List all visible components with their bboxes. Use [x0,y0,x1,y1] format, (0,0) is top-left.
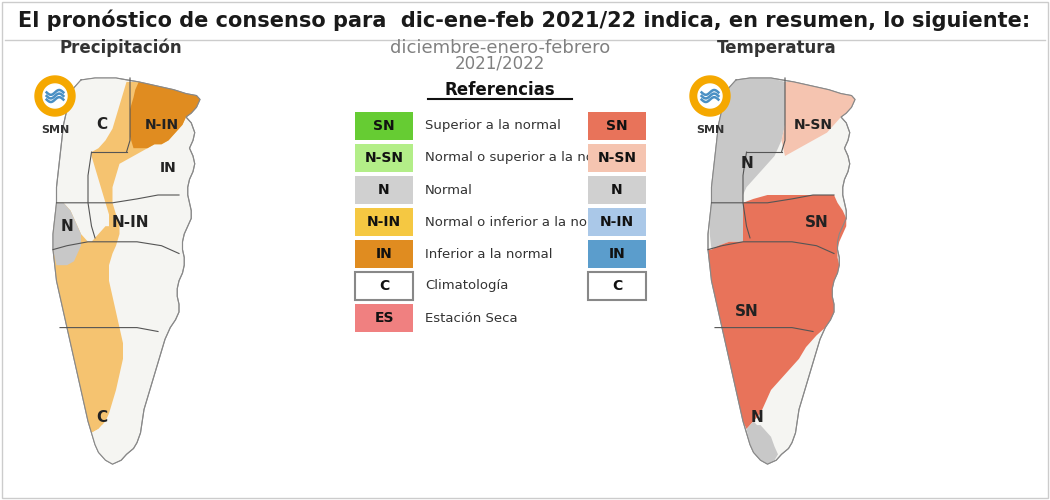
Text: Normal o superior a la normal: Normal o superior a la normal [425,152,624,164]
Polygon shape [747,421,778,464]
Bar [588,272,646,300]
Bar [588,240,646,268]
Text: Normal: Normal [425,184,472,196]
Text: Superior a la normal: Superior a la normal [425,120,561,132]
Text: IN: IN [160,160,176,174]
Text: Climatología: Climatología [425,280,508,292]
Bar [355,304,413,332]
Text: Inferior a la normal: Inferior a la normal [425,248,552,260]
Text: Precipitación: Precipitación [60,39,183,57]
Polygon shape [710,78,785,250]
Text: N-IN: N-IN [145,118,178,132]
Text: IN: IN [376,247,393,261]
Bar [355,176,413,204]
Text: N-IN: N-IN [366,215,401,229]
Text: SMN: SMN [41,125,69,135]
Text: Temperatura: Temperatura [716,39,836,57]
Text: El pronóstico de consenso para  dic-ene-feb 2021/22 indica, en resumen, lo sigui: El pronóstico de consenso para dic-ene-f… [18,9,1030,31]
Bar [355,272,413,300]
Text: SN: SN [606,119,628,133]
Bar [588,208,646,236]
Text: N-SN: N-SN [364,151,403,165]
Text: IN: IN [609,247,626,261]
Polygon shape [690,76,730,116]
Bar [355,144,413,172]
Bar [588,176,646,204]
Text: C: C [612,279,622,293]
Text: N: N [61,218,74,234]
Text: N-IN: N-IN [600,215,634,229]
Text: SMN: SMN [696,125,724,135]
Text: N: N [740,156,753,172]
Bar [588,112,646,140]
Polygon shape [708,195,846,429]
Text: 2021/2022: 2021/2022 [455,55,545,73]
Text: Estación Seca: Estación Seca [425,312,518,324]
Text: N: N [611,183,623,197]
Text: SN: SN [373,119,395,133]
Text: N-IN: N-IN [111,215,149,230]
Bar [355,208,413,236]
Polygon shape [67,78,126,152]
Text: C: C [97,118,107,132]
Bar [355,240,413,268]
Polygon shape [35,76,75,116]
Polygon shape [52,203,81,265]
Text: N-SN: N-SN [794,118,833,132]
Text: N-SN: N-SN [597,151,636,165]
Text: SN: SN [804,215,828,230]
Polygon shape [91,425,123,464]
Polygon shape [130,82,200,148]
Polygon shape [708,78,855,464]
Bar [355,112,413,140]
Text: N: N [378,183,390,197]
Text: Normal o inferior a la normal: Normal o inferior a la normal [425,216,617,228]
Text: C: C [379,279,390,293]
Text: SN: SN [735,304,758,320]
Text: Referencias: Referencias [445,81,555,99]
Polygon shape [52,82,191,433]
Text: diciembre-enero-febrero: diciembre-enero-febrero [390,39,610,57]
Polygon shape [781,82,855,156]
Polygon shape [43,84,67,108]
Text: ES: ES [374,311,394,325]
Text: C: C [97,410,107,425]
Text: N: N [751,410,763,425]
Bar [588,144,646,172]
Bar [0,0,1050,40]
Polygon shape [52,78,200,464]
Polygon shape [698,84,722,108]
